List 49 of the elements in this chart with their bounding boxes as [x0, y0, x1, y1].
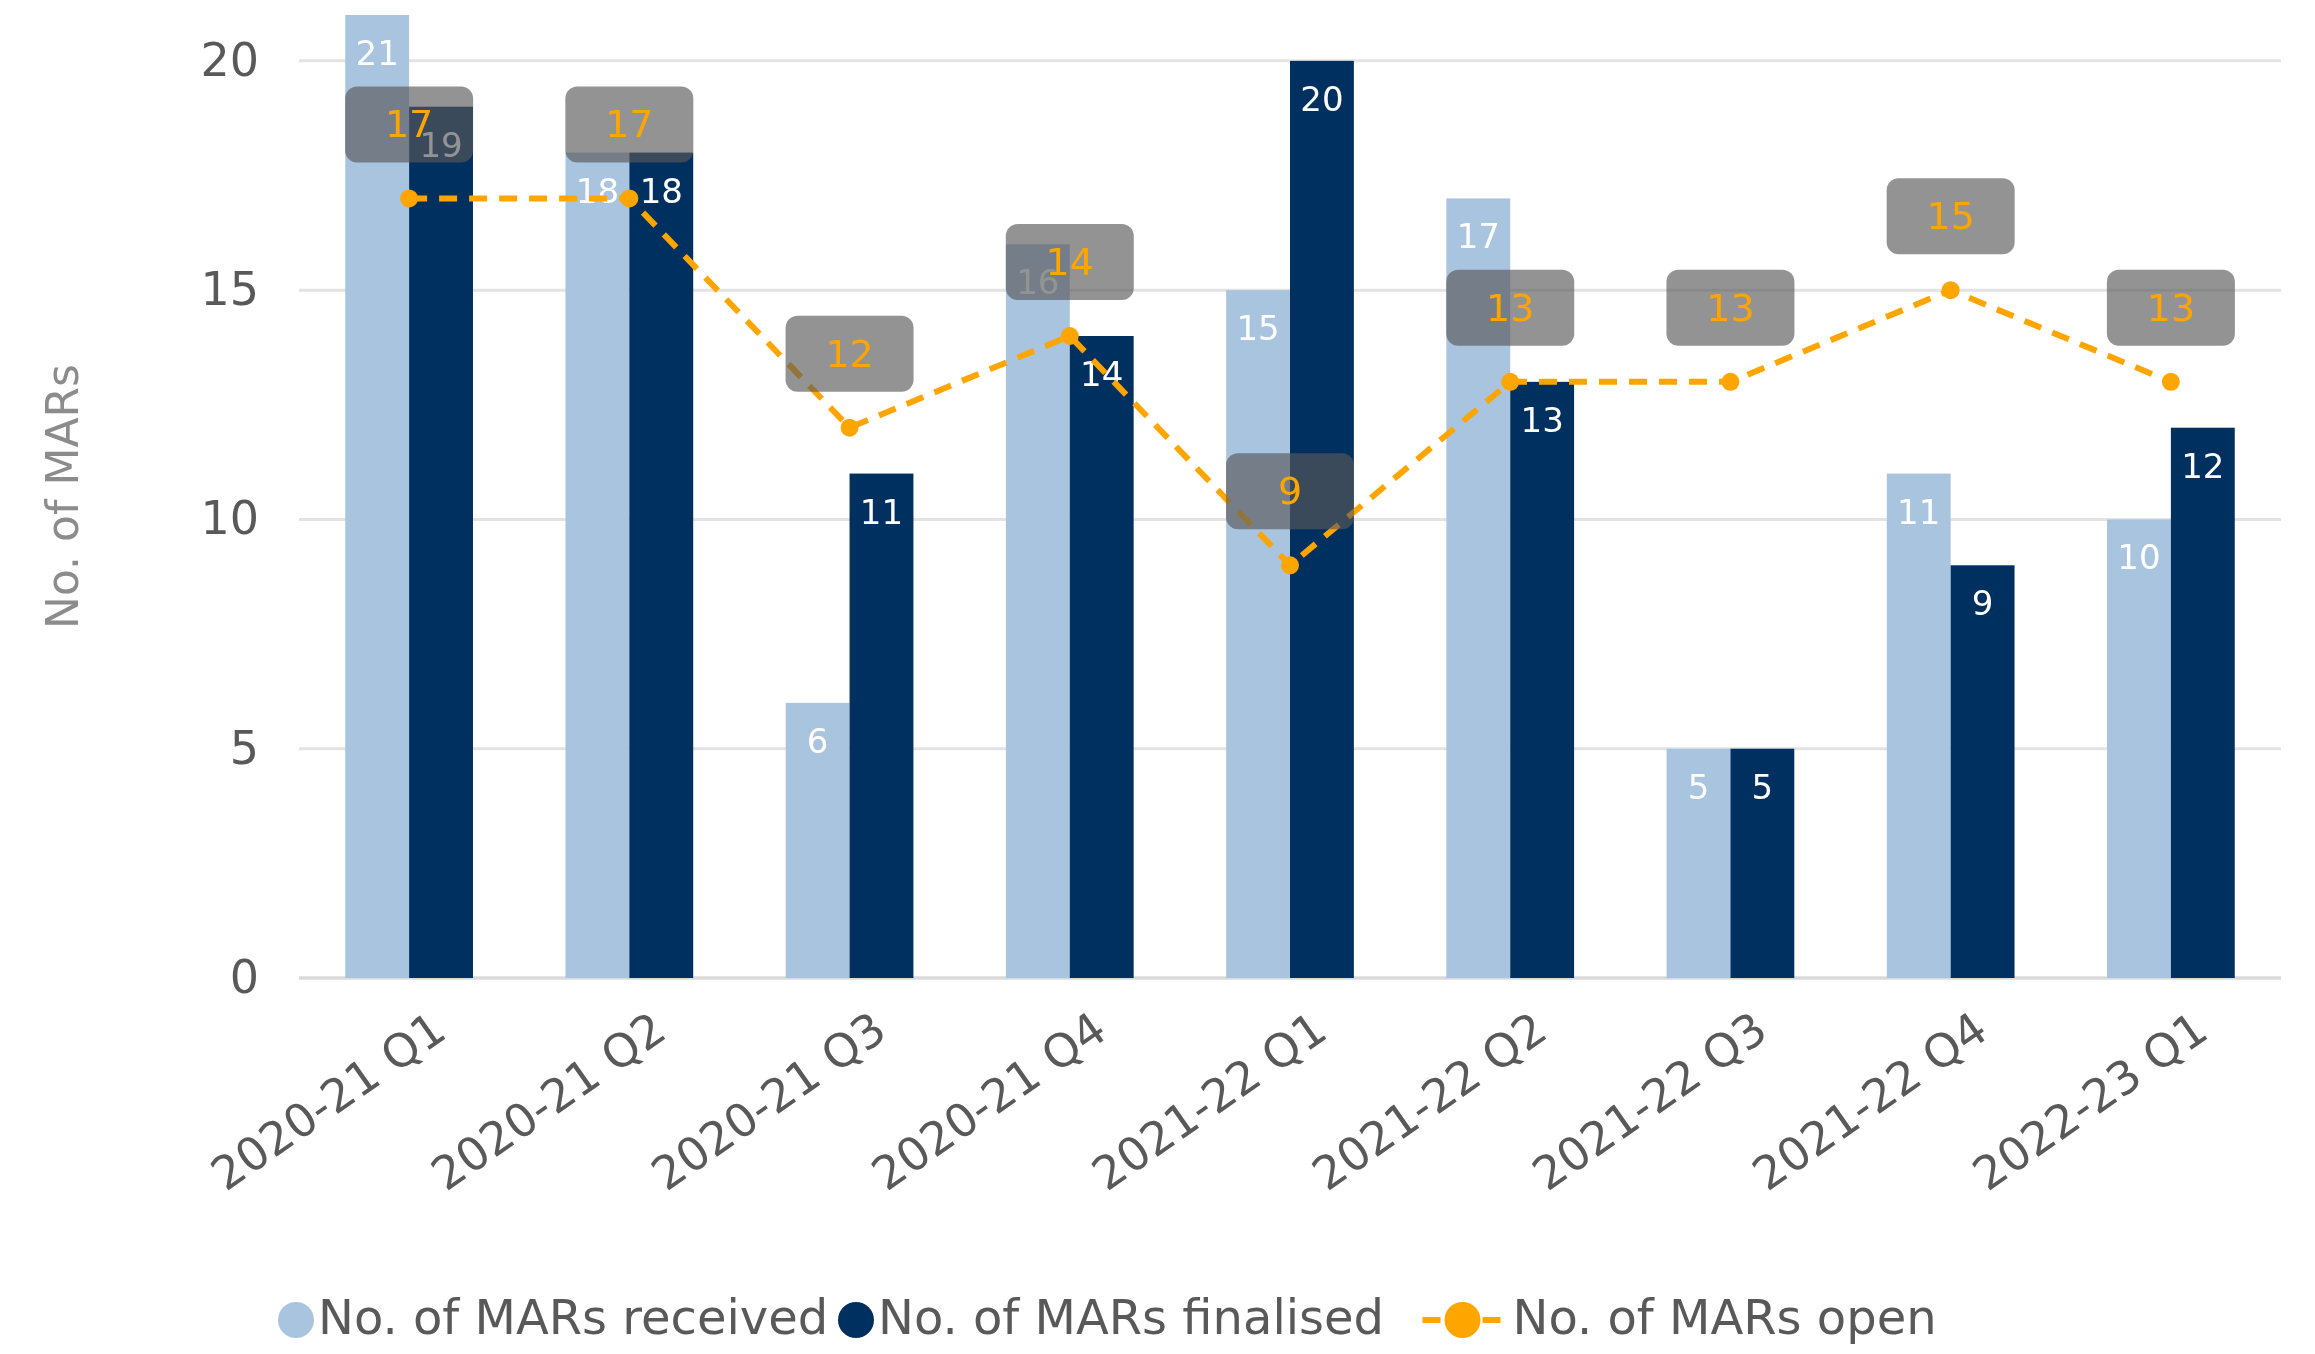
- data-label: 11: [859, 491, 904, 532]
- bar: [2170, 427, 2235, 978]
- data-label: 18: [639, 170, 683, 211]
- bar: [849, 473, 914, 978]
- data-label: 10: [2117, 537, 2161, 578]
- point: [1501, 372, 1520, 391]
- data-label: 11: [1897, 491, 1941, 532]
- data-label: 9: [1277, 469, 1303, 514]
- data-label: 12: [2181, 445, 2225, 486]
- data-label: 13: [1706, 285, 1755, 330]
- data-label: 12: [825, 331, 874, 376]
- data-label: 17: [605, 102, 654, 147]
- y-tick-label: 15: [200, 262, 259, 317]
- y-tick-label: 0: [229, 950, 259, 1004]
- point: [2161, 372, 2180, 391]
- legend-label: No. of MARs received: [318, 1289, 829, 1345]
- bar: [2107, 519, 2171, 978]
- y-axis-title: No. of MARs: [37, 364, 88, 629]
- data-label: 20: [1300, 78, 1344, 119]
- data-label: 21: [355, 33, 399, 73]
- data-label: 17: [1456, 216, 1500, 257]
- data-label: 13: [1486, 285, 1535, 330]
- bar: [1886, 473, 1951, 978]
- bar: [1510, 381, 1575, 978]
- data-label: 9: [1971, 583, 1994, 624]
- bar: [1069, 336, 1134, 978]
- legend-label: No. of MARs finalised: [878, 1289, 1385, 1345]
- point: [840, 418, 859, 437]
- point: [1281, 556, 1299, 575]
- y-tick-label: 5: [229, 720, 259, 775]
- point: [1941, 281, 1960, 300]
- data-label: 5: [1751, 766, 1774, 807]
- data-label: 15: [1236, 308, 1280, 349]
- y-tick-label: 10: [200, 491, 259, 546]
- legend-label: No. of MARs open: [1512, 1289, 1937, 1345]
- point: [620, 189, 639, 208]
- point: [400, 189, 419, 208]
- data-label: 13: [2146, 285, 2196, 330]
- data-label: 15: [1926, 194, 1975, 239]
- point: [1060, 327, 1079, 345]
- data-label: 5: [1687, 766, 1710, 807]
- data-label: 6: [806, 720, 829, 761]
- bar: [1950, 565, 2015, 978]
- point: [1721, 372, 1740, 391]
- bar: [1666, 748, 1731, 978]
- bar: [785, 702, 850, 978]
- y-tick-label: 20: [200, 32, 259, 87]
- bar: [1730, 748, 1795, 978]
- data-label: 13: [1520, 399, 1564, 440]
